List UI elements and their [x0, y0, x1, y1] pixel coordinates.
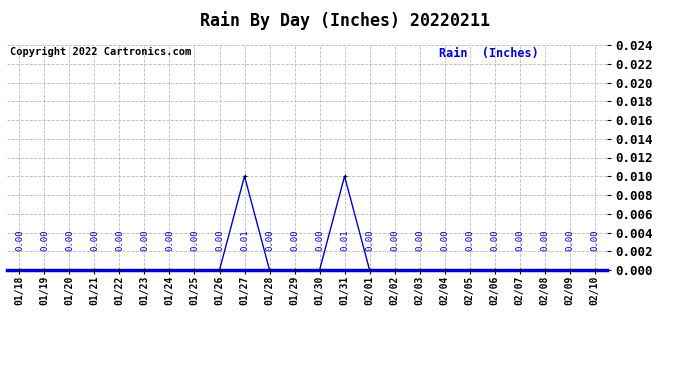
Text: Rain By Day (Inches) 20220211: Rain By Day (Inches) 20220211 [200, 11, 490, 30]
Text: 0.00: 0.00 [166, 229, 175, 251]
Text: 0.00: 0.00 [140, 229, 149, 251]
Text: 0.00: 0.00 [366, 229, 375, 251]
Text: 0.00: 0.00 [515, 229, 524, 251]
Text: 0.00: 0.00 [115, 229, 124, 251]
Text: 0.00: 0.00 [66, 229, 75, 251]
Text: 0.00: 0.00 [391, 229, 400, 251]
Text: 0.00: 0.00 [315, 229, 324, 251]
Text: 0.00: 0.00 [440, 229, 449, 251]
Text: 0.00: 0.00 [415, 229, 424, 251]
Text: 0.00: 0.00 [40, 229, 49, 251]
Text: 0.00: 0.00 [491, 229, 500, 251]
Text: Copyright 2022 Cartronics.com: Copyright 2022 Cartronics.com [10, 47, 191, 57]
Text: 0.01: 0.01 [240, 229, 249, 251]
Text: Rain  (Inches): Rain (Inches) [439, 47, 539, 60]
Text: 0.00: 0.00 [540, 229, 549, 251]
Text: 0.00: 0.00 [591, 229, 600, 251]
Text: 0.00: 0.00 [266, 229, 275, 251]
Text: 0.00: 0.00 [466, 229, 475, 251]
Text: 0.00: 0.00 [290, 229, 299, 251]
Text: 0.00: 0.00 [15, 229, 24, 251]
Text: 0.00: 0.00 [215, 229, 224, 251]
Text: 0.00: 0.00 [190, 229, 199, 251]
Text: 0.01: 0.01 [340, 229, 349, 251]
Text: 0.00: 0.00 [566, 229, 575, 251]
Text: 0.00: 0.00 [90, 229, 99, 251]
